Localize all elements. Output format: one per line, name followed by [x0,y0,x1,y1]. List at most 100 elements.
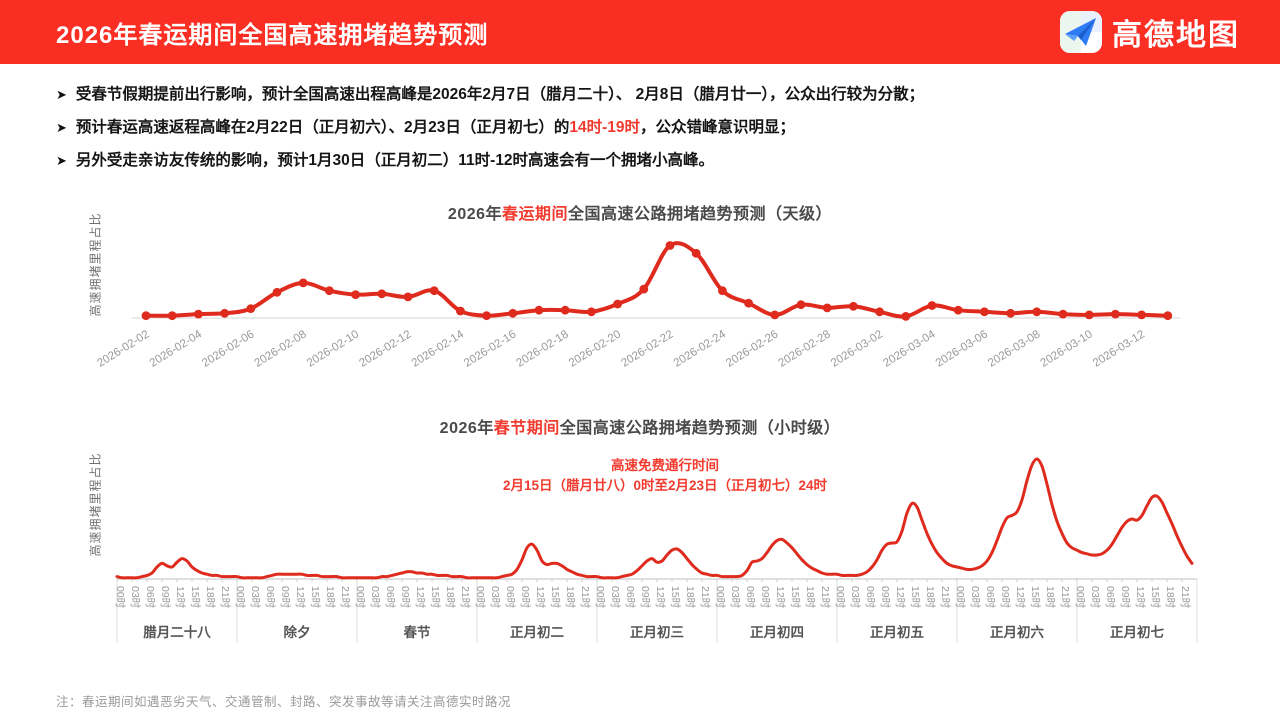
svg-text:18时: 18时 [1164,586,1176,609]
footer-note: 注：春运期间如遇恶劣天气、交通管制、封路、突发事故等请关注高德实时路况 [56,695,512,709]
svg-text:00时: 00时 [1074,586,1086,609]
svg-text:06时: 06时 [264,586,276,609]
bullet-text-1: 受春节假期提前出行影响，预计全国高速出程高峰是2026年2月7日（腊月二十）、 … [75,86,925,103]
svg-text:2026-02-10: 2026-02-10 [305,328,361,369]
svg-text:18时: 18时 [324,586,336,609]
amap-logo-text: 高德地图 [1112,19,1240,52]
svg-text:12时: 12时 [534,586,546,609]
svg-text:2026-02-22: 2026-02-22 [619,328,675,369]
svg-text:正月初六: 正月初六 [990,624,1044,640]
svg-text:00时: 00时 [594,586,606,609]
svg-text:06时: 06时 [984,586,996,609]
svg-text:18时: 18时 [444,586,456,609]
svg-text:00时: 00时 [234,586,246,609]
svg-text:15时: 15时 [549,586,561,609]
svg-text:21时: 21时 [459,586,471,609]
svg-text:除夕: 除夕 [284,624,311,640]
svg-text:2026-02-02: 2026-02-02 [95,328,151,369]
bullet-text-3: 另外受走亲访友传统的影响，预计1月30日（正月初二）11时-12时高速会有一个拥… [75,152,715,169]
svg-text:15时: 15时 [1029,586,1041,609]
summary-bullets: ➤ 受春节假期提前出行影响，预计全国高速出程高峰是2026年2月7日（腊月二十）… [56,84,1236,183]
svg-text:00时: 00时 [834,586,846,609]
svg-text:06时: 06时 [864,586,876,609]
bullet-arrow-icon: ➤ [56,120,67,135]
amap-paper-plane-icon [1060,11,1102,53]
svg-text:18时: 18时 [924,586,936,609]
svg-text:2026-02-16: 2026-02-16 [462,328,518,369]
svg-text:21时: 21时 [579,586,591,609]
bullet-arrow-icon: ➤ [56,87,67,102]
svg-text:2026-02-06: 2026-02-06 [200,328,256,369]
toll-free-annotation-line1: 高速免费通行时间 [611,458,719,473]
svg-text:03时: 03时 [489,586,501,609]
svg-text:03时: 03时 [249,586,261,609]
svg-text:2026-02-08: 2026-02-08 [253,328,309,369]
svg-text:12时: 12时 [414,586,426,609]
svg-text:21时: 21时 [1179,586,1191,609]
svg-text:21时: 21时 [1059,586,1071,609]
svg-text:03时: 03时 [969,586,981,609]
svg-text:06时: 06时 [384,586,396,609]
svg-text:21时: 21时 [819,586,831,609]
bullet-text-2: 预计春运高速返程高峰在2月22日（正月初六）、2月23日（正月初七）的14时-1… [75,119,796,136]
svg-text:18时: 18时 [564,586,576,609]
svg-text:00时: 00时 [354,586,366,609]
svg-text:15时: 15时 [909,586,921,609]
svg-text:腊月二十八: 腊月二十八 [143,624,211,640]
svg-text:正月初三: 正月初三 [630,624,684,640]
svg-text:15时: 15时 [309,586,321,609]
svg-text:18时: 18时 [684,586,696,609]
svg-text:正月初二: 正月初二 [510,624,564,640]
svg-text:21时: 21时 [219,586,231,609]
svg-text:2026-03-02: 2026-03-02 [829,328,885,369]
svg-text:03时: 03时 [1089,586,1101,609]
svg-text:03时: 03时 [609,586,621,609]
svg-text:15时: 15时 [669,586,681,609]
svg-text:18时: 18时 [204,586,216,609]
svg-text:15时: 15时 [429,586,441,609]
svg-text:06时: 06时 [744,586,756,609]
svg-text:09时: 09时 [639,586,651,609]
svg-text:06时: 06时 [624,586,636,609]
daily-congestion-line-chart: 2026-02-022026-02-042026-02-062026-02-08… [95,241,1180,370]
bullet-item-1: ➤ 受春节假期提前出行影响，预计全国高速出程高峰是2026年2月7日（腊月二十）… [56,84,1236,105]
svg-text:09时: 09时 [879,586,891,609]
svg-text:18时: 18时 [804,586,816,609]
svg-text:09时: 09时 [999,586,1011,609]
svg-text:15时: 15时 [789,586,801,609]
bullet-arrow-icon: ➤ [56,153,67,168]
header-bar: 2026年春运期间全国高速拥堵趋势预测 高德地图 [0,0,1280,64]
svg-text:00时: 00时 [114,586,126,609]
svg-text:09时: 09时 [759,586,771,609]
svg-text:12时: 12时 [894,586,906,609]
svg-text:12时: 12时 [1134,586,1146,609]
svg-text:09时: 09时 [519,586,531,609]
svg-text:03时: 03时 [849,586,861,609]
svg-text:2026-02-28: 2026-02-28 [777,328,833,369]
hourly-chart-title: 2026年春节期间全国高速公路拥堵趋势预测（小时级） [439,420,841,437]
bullet-item-2: ➤ 预计春运高速返程高峰在2月22日（正月初六）、2月23日（正月初七）的14时… [56,117,1236,138]
svg-text:2026-02-20: 2026-02-20 [567,328,623,369]
svg-text:12时: 12时 [174,586,186,609]
svg-text:2026-02-14: 2026-02-14 [410,328,467,370]
svg-text:12时: 12时 [294,586,306,609]
svg-text:00时: 00时 [474,586,486,609]
toll-free-annotation: 高速免费通行时间 2月15日（腊月廿八）0时至2月23日（正月初七）24时 [380,456,950,496]
svg-text:2026-03-06: 2026-03-06 [934,328,990,369]
svg-text:21时: 21时 [339,586,351,609]
svg-text:00时: 00时 [714,586,726,609]
svg-text:03时: 03时 [369,586,381,609]
svg-text:21时: 21时 [699,586,711,609]
svg-text:2026-03-04: 2026-03-04 [881,328,938,370]
svg-text:2026-02-24: 2026-02-24 [672,328,729,370]
svg-text:09时: 09时 [159,586,171,609]
svg-text:06时: 06时 [144,586,156,609]
svg-text:2026-02-04: 2026-02-04 [148,328,205,370]
svg-text:09时: 09时 [399,586,411,609]
svg-text:06时: 06时 [504,586,516,609]
svg-text:15时: 15时 [1149,586,1161,609]
svg-text:2026-03-10: 2026-03-10 [1039,328,1095,369]
svg-text:正月初五: 正月初五 [870,624,924,640]
svg-text:12时: 12时 [1014,586,1026,609]
